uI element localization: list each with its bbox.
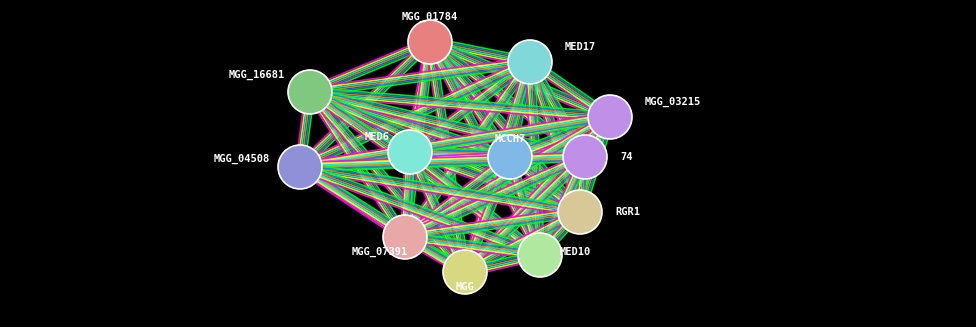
Text: RGR1: RGR1 [615, 207, 640, 217]
Circle shape [388, 130, 432, 174]
Circle shape [408, 20, 452, 64]
Text: MED6: MED6 [365, 132, 390, 142]
Text: 74: 74 [620, 152, 632, 162]
Text: MGG_04508: MGG_04508 [214, 154, 270, 164]
Text: MED10: MED10 [560, 247, 591, 257]
Circle shape [588, 95, 632, 139]
Circle shape [508, 40, 552, 84]
Text: MGG_03215: MGG_03215 [645, 97, 701, 107]
Circle shape [278, 145, 322, 189]
Text: MCCH7: MCCH7 [495, 134, 526, 144]
Text: MGG_01784: MGG_01784 [402, 12, 458, 22]
Circle shape [518, 233, 562, 277]
Circle shape [383, 215, 427, 259]
Circle shape [488, 135, 532, 179]
Text: MGG_16681: MGG_16681 [228, 70, 285, 80]
Text: MGG: MGG [456, 282, 474, 292]
Circle shape [563, 135, 607, 179]
Circle shape [558, 190, 602, 234]
Circle shape [443, 250, 487, 294]
Text: MGG_07391: MGG_07391 [352, 247, 408, 257]
Text: MED17: MED17 [565, 42, 596, 52]
Circle shape [288, 70, 332, 114]
